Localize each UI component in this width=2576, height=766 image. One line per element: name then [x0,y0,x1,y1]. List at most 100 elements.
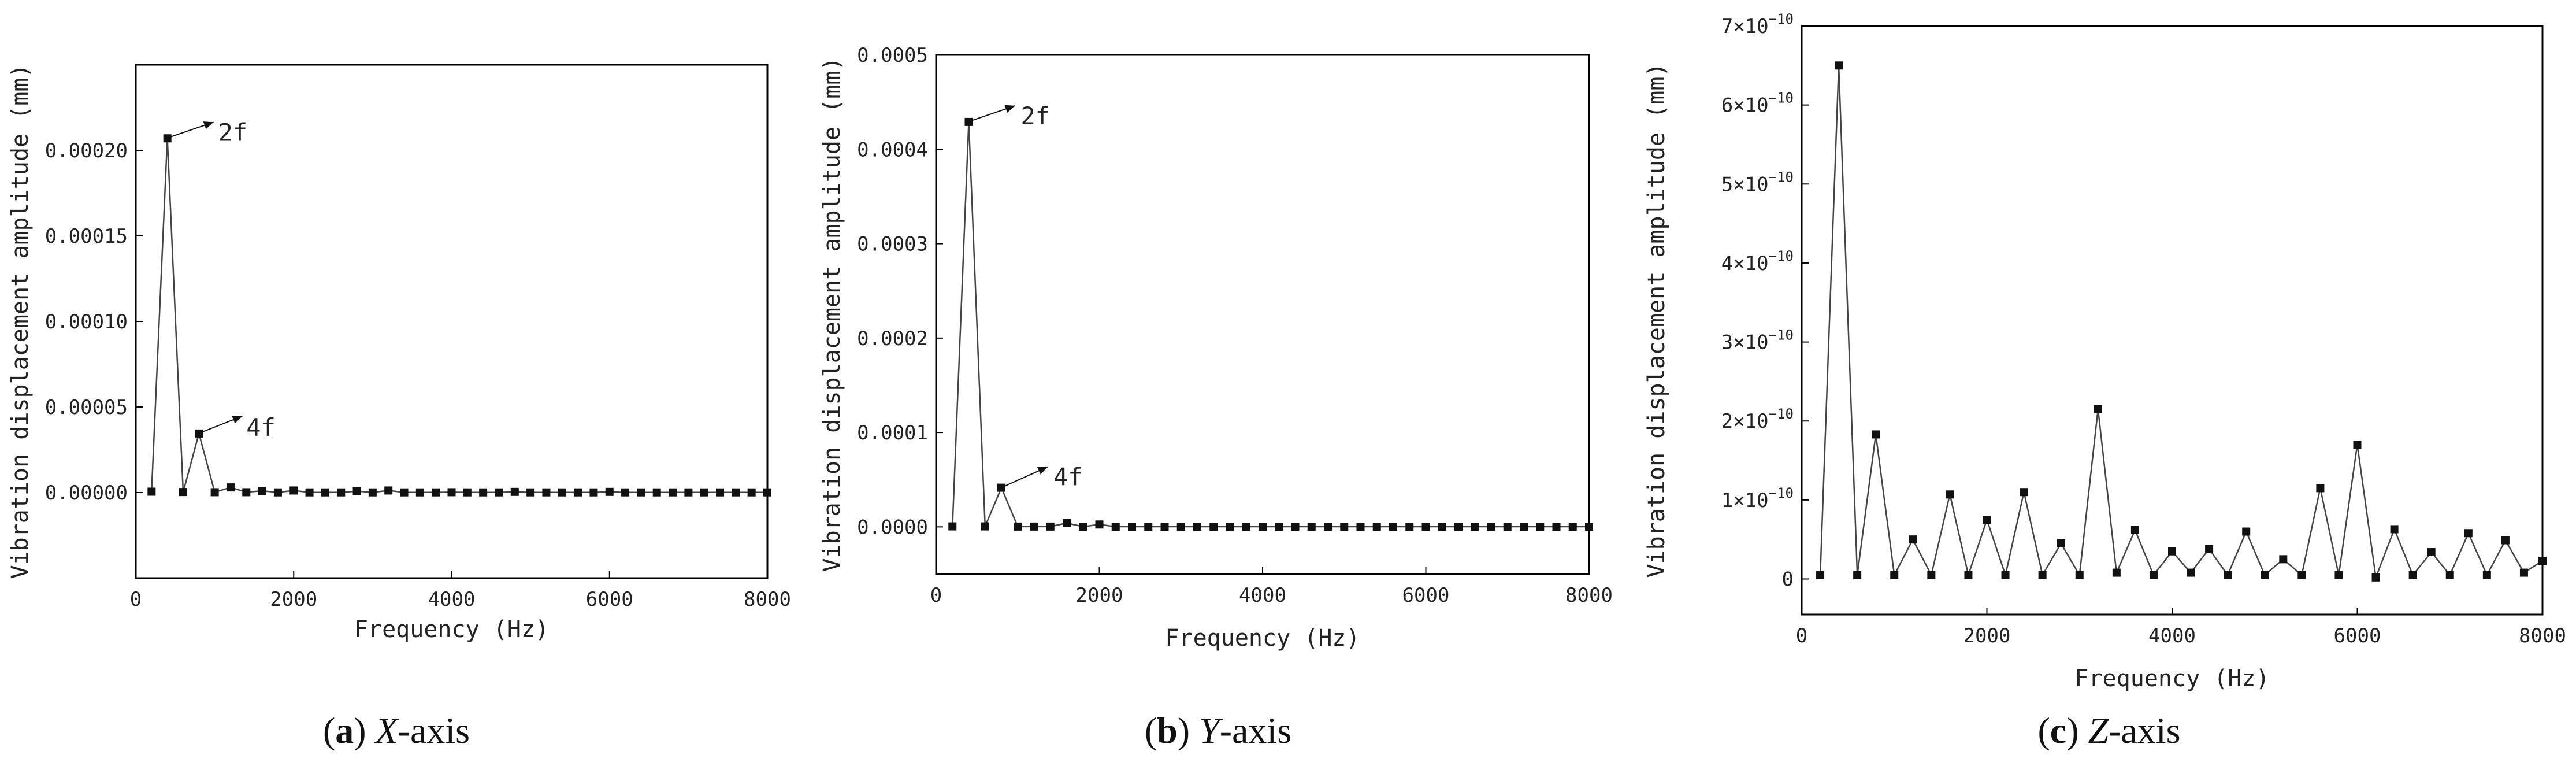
data-point [1226,523,1234,531]
data-point [195,429,203,438]
y-tick-label: 2×10−10 [1721,406,1794,433]
data-point [510,487,519,496]
data-point [1259,523,1267,531]
data-point [2538,557,2547,565]
data-point [2112,568,2121,577]
data-point [2130,526,2139,534]
x-tick-label: 2000 [270,588,317,611]
annotation-label: 4f [246,413,276,442]
chart-c: 0 2000 4000 6000 8000 0 1×10−10 2×10−10 3×10−10 4… [1643,11,2566,751]
annotation-arrow-head [1004,105,1015,113]
y-axis-title: Vibration displacement amplitude (mm) [1643,62,1670,578]
data-point [589,488,598,497]
data-point [495,488,503,497]
x-axis-title: Frequency (Hz) [2074,665,2269,692]
data-point [1242,523,1250,531]
y-tick-label: 0.0003 [857,233,928,256]
chart-b: 0 2000 4000 6000 8000 0.0000 0.0001 0.0002 0.000… [819,44,1613,751]
y-tick-label: 7×10−10 [1721,11,1794,38]
data-point [2205,545,2214,553]
data-point [732,488,740,497]
data-point [2187,568,2195,577]
annotation-label: 2f [218,118,248,146]
data-point [1927,571,1936,579]
x-tick-label: 6000 [1402,584,1450,607]
data-point [226,483,235,492]
plot-frame [935,54,1590,575]
data-point [1438,523,1446,531]
data-point [1063,519,1071,527]
data-point [2482,571,2491,579]
caption-a: (a) X-axis [323,710,470,751]
series-line [151,138,767,493]
data-point [1128,523,1136,531]
y-tick-label: 0 [1782,568,1794,591]
data-point [415,488,424,497]
data-point [1372,523,1381,531]
data-point [1209,523,1218,531]
data-point [716,488,725,497]
data-point [2038,571,2047,579]
data-point [2316,484,2325,493]
data-point [747,488,756,497]
caption-b: (b) Y-axis [1145,710,1291,751]
y-tick-label: 3×10−10 [1721,327,1794,354]
caption-c: (c) Z-axis [2037,710,2180,751]
data-point [1014,522,1022,531]
data-point [1835,61,1843,70]
data-point [242,488,251,497]
data-point [1193,523,1201,531]
chart-a: 0 2000 4000 6000 8000 0.00000 0.00005 0.00010 0.… [7,64,791,751]
y-tick-label: 0.0004 [857,138,928,161]
x-tick-label: 0 [930,584,942,607]
x-tick-label: 4000 [428,588,476,611]
data-point [1585,523,1593,531]
data-point [1568,523,1577,531]
data-point [2464,529,2473,538]
data-point [2094,405,2102,413]
y-tick-label: 0.00000 [45,482,128,505]
y-tick-label: 5×10−10 [1721,169,1794,196]
y-tick-label: 6×10−10 [1721,90,1794,117]
data-point [997,483,1005,492]
data-point [637,488,645,497]
annotation-arrow-head [232,416,243,424]
y-tick-label: 0.0005 [857,44,928,67]
x-tick-label: 4000 [1239,584,1286,607]
data-point [447,488,456,497]
data-point [1816,571,1825,579]
data-point [352,487,361,495]
data-point [948,522,957,531]
data-point [2353,441,2362,449]
data-point [1176,523,1185,531]
data-point [2057,539,2065,548]
data-point [1520,523,1528,531]
y-axis-title: Vibration displacement amplitude (mm) [7,64,34,579]
data-point [1536,523,1545,531]
data-point [1405,523,1414,531]
x-axis-title: Frequency (Hz) [1165,625,1360,652]
data-point [289,486,298,495]
data-point [147,487,156,496]
x-tick-label: 6000 [586,588,633,611]
data-point [2149,571,2158,579]
data-point [558,488,566,497]
data-point [605,487,614,496]
x-tick-label: 2000 [1963,624,2011,647]
data-point [1030,522,1038,531]
x-axis-title: Frequency (Hz) [354,616,549,643]
data-point [2242,527,2251,536]
data-point [2020,488,2028,497]
data-point [321,488,329,497]
annotation-label: 2f [1021,102,1051,130]
x-tick-label: 0 [130,588,142,611]
data-point [1872,430,1880,439]
data-point [1487,523,1495,531]
series-line [1819,65,2543,578]
data-point [463,488,472,497]
x-tick-label: 6000 [2334,624,2381,647]
data-point [479,488,488,497]
data-point [337,488,346,497]
data-point [1471,523,1479,531]
